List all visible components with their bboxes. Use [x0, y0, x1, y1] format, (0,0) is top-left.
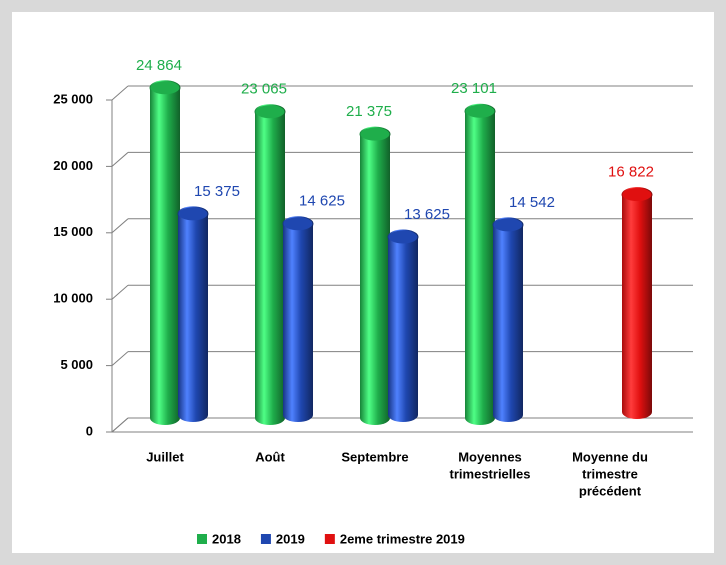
bar: [255, 111, 285, 418]
value-label: 16 822: [608, 164, 654, 181]
y-tick-label: 15 000: [53, 224, 93, 239]
bar-top: [254, 104, 286, 120]
x-tick-label: précédent: [579, 483, 642, 498]
bar: [150, 87, 180, 418]
bar-top: [282, 216, 314, 232]
bar: [178, 213, 208, 415]
y-tick-label: 20 000: [53, 158, 93, 173]
value-label: 14 625: [299, 193, 345, 210]
value-label: 23 065: [241, 81, 287, 98]
value-label: 14 542: [509, 194, 555, 211]
grid-slant: [111, 152, 129, 167]
y-tick-label: 25 000: [53, 91, 93, 106]
legend-label: 2018: [212, 531, 241, 546]
value-label: 21 375: [346, 103, 392, 120]
legend-swatch: [197, 534, 207, 544]
y-tick-label: 10 000: [53, 291, 93, 306]
bar: [622, 194, 652, 412]
bar-top: [464, 103, 496, 119]
grid-slant: [111, 351, 129, 366]
x-tick-label: Juillet: [146, 449, 184, 464]
legend-swatch: [260, 534, 271, 544]
bar-top: [359, 126, 391, 142]
grid-slant: [111, 85, 129, 101]
x-tick-label: Septembre: [341, 449, 408, 464]
value-label: 15 375: [194, 183, 240, 200]
value-label: 23 101: [451, 80, 497, 97]
legend-label: 2eme trimestre 2019: [340, 531, 465, 546]
bar-top: [387, 229, 419, 245]
legend-swatch: [324, 534, 335, 544]
legend-label: 2019: [276, 531, 305, 546]
bar-top: [621, 187, 653, 203]
value-label: 13 625: [404, 206, 450, 223]
x-tick-label: Moyenne du: [572, 449, 648, 464]
x-tick-label: trimestrielles: [450, 466, 531, 481]
y-tick-label: 0: [86, 423, 93, 438]
bar: [388, 237, 418, 415]
bar-top: [492, 217, 524, 233]
grid-slant: [111, 218, 129, 234]
x-tick-label: trimestre: [582, 466, 638, 481]
grid-slant: [111, 417, 129, 433]
grid-slant: [111, 284, 129, 300]
x-tick-label: Moyennes: [458, 449, 522, 464]
bar: [465, 111, 495, 418]
bar: [493, 224, 523, 415]
bar: [360, 134, 390, 418]
bar-top: [177, 206, 209, 222]
value-label: 24 864: [136, 57, 182, 74]
x-tick-label: Août: [255, 449, 285, 464]
y-tick-label: 5 000: [60, 357, 93, 372]
bar-top: [149, 80, 181, 96]
bar: [283, 223, 313, 415]
